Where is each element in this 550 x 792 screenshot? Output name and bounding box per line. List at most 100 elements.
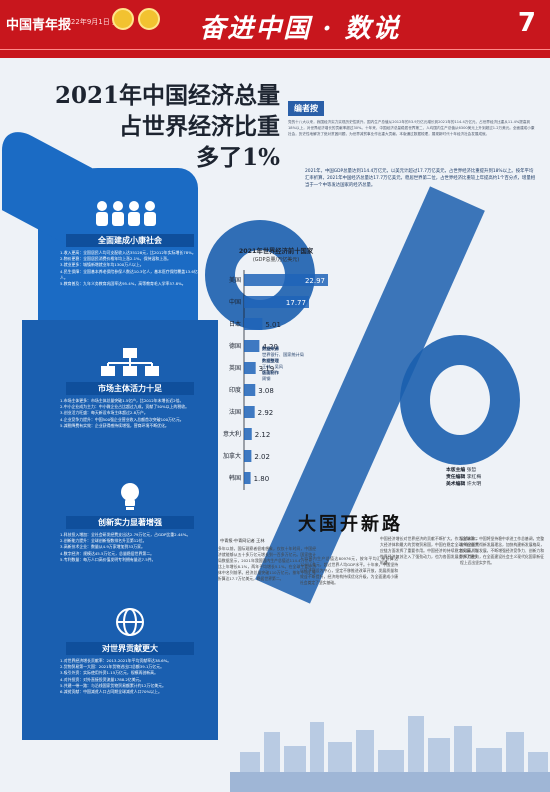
section-item: 2.中小企业成为主力：中小微企业占比超过九成，贡献了50%以上的税收。 xyxy=(60,404,190,410)
globe-icon xyxy=(60,604,200,640)
value-label: 22.97 xyxy=(305,277,325,285)
gdp-note: 2021年，中国GDP总量达到114.4万亿元，以美元计超过17.7万亿美元，占… xyxy=(305,169,536,188)
section-title: 创新实力显著增强 xyxy=(66,516,194,529)
section-item: 5.共建一带一路：与沿线国家货物贸易额累计约12万亿美元。 xyxy=(60,682,166,688)
section-market: 市场主体活力十足 1.市场主体更多：市场主体总量突破1.5亿户，比2012年末增… xyxy=(60,344,200,429)
value-label: 3.08 xyxy=(258,387,274,395)
category-label: 印度 xyxy=(229,386,241,394)
section-item: 1.市场主体更多：市场主体总量突破1.5亿户，比2012年末增长近2倍。 xyxy=(60,398,184,403)
gdp-bar-chart: 2021年世界经济前十国家 (GDP总量/万亿美元) 美国 22.97 中国 17.7… xyxy=(216,248,336,498)
category-label: 中国 xyxy=(229,298,241,306)
section-items: 1.科技投入增加：全社会研发经费支出达2.79万亿元，占GDP比重2.44%。 2… xyxy=(60,532,200,563)
value-label: 2.12 xyxy=(255,431,271,439)
article-column-4: 展望未来，中国将坚持稳中求进工作总基调，完整准确全面贯彻新发展理念，加快构建新发… xyxy=(460,536,544,566)
value-label: 2.02 xyxy=(254,453,270,461)
badge-icon xyxy=(138,8,160,30)
section-item: 1.科技投入增加：全社会研发经费支出达2.79万亿元，占GDP比重2.44%。 xyxy=(60,532,191,537)
chart-sources: 数据来源 世界银行、国家统计局 数据整理 王林、吴风 版面制作 周钢 xyxy=(262,346,332,382)
chart-plot: 美国 22.97 中国 17.77 日本 5.01 德国 4.20 英国 3.19 印度 3.08 法国… xyxy=(223,270,328,490)
bar-日本 xyxy=(244,318,263,330)
headline-line-1: 2021年中国经济总量 xyxy=(54,82,280,109)
section-title: 对世界贡献更大 xyxy=(66,642,194,655)
article-column-3: 中国经济增长对世界经济的贡献不断扩大。作为全球第二大经济体和最大的货物贸易国，中… xyxy=(380,536,478,566)
category-label: 意大利 xyxy=(223,430,241,438)
editor-note-tag: 编者按 xyxy=(288,101,324,116)
section-item: 4.民生保障：全国基本养老保险参保人数达10.3亿人，基本医疗保险覆盖13.6亿… xyxy=(60,268,198,280)
section-item: 3.高新技术企业：数量从4.9万家增加到33万家。 xyxy=(60,544,145,550)
section-world: 对世界贡献更大 1.对世界经济增长贡献率：2013-2021年平均贡献率达38.… xyxy=(60,604,200,695)
source-line: 数据整理 王林、吴风 xyxy=(262,358,283,369)
headline-line-3: 多了1% xyxy=(196,144,280,171)
article-column-2: 人均国内生产总值达80976元，按年平均汇率折算达12551美元，超过世界人均G… xyxy=(300,556,398,586)
article-title: 大国开新路 xyxy=(298,514,403,535)
category-label: 美国 xyxy=(229,276,241,284)
section-items: 1.市场主体更多：市场主体总量突破1.5亿户，比2012年末增长近2倍。 2.中小… xyxy=(60,398,200,429)
section-item: 1.对世界经济增长贡献率：2013-2021年平均贡献率达38.6%。 xyxy=(60,658,172,663)
value-label: 1.80 xyxy=(254,475,270,483)
source-line: 版面制作 周钢 xyxy=(262,370,279,381)
section-item: 5.教育普及：九年义务教育巩固率达95.4%，高等教育毛入学率57.8%。 xyxy=(60,281,186,287)
section-items: 1.收入更高：全国居民人均可支配收入达35128元，比2012年实际增长78%。… xyxy=(60,250,200,287)
idea-bulb-icon xyxy=(60,478,200,514)
section-item: 4.数字经济：规模达45.5万亿元，总量稳居世界第二。 xyxy=(60,550,155,556)
value-label: 2.92 xyxy=(258,409,274,417)
bar-韩国 xyxy=(244,472,251,484)
article-byline: 中青报·中青网记者 王林 xyxy=(220,538,265,543)
bar-德国 xyxy=(244,340,260,352)
value-label: 5.01 xyxy=(265,321,281,329)
section-item: 5.减税降费有实效：企业获得感持续增强，营商环境不断优化。 xyxy=(60,422,169,428)
section-title: 市场主体活力十足 xyxy=(66,382,194,395)
section-item: 2.货物贸易第一大国：2021年货物进出口总额39.1万亿元。 xyxy=(60,664,164,670)
headline-line-2: 占世界经济比重 xyxy=(119,113,280,140)
bar-加拿大 xyxy=(244,450,252,462)
value-label: 3.19 xyxy=(259,365,275,373)
bar-美国 xyxy=(244,274,328,286)
section-item: 3.就业更多：城镇新增就业年均1300万人以上。 xyxy=(60,262,144,268)
bar-意大利 xyxy=(244,428,252,440)
section-innovation: 创新实力显著增强 1.科技投入增加：全社会研发经费支出达2.79万亿元，占GDP… xyxy=(60,478,200,563)
section-item: 4.企业竞争力提升：中国500强企业营业收入总额首次突破100万亿元。 xyxy=(60,416,184,422)
section-xiaokang: 全面建成小康社会 1.收入更高：全国居民人均可支配收入达35128元，比2012… xyxy=(60,196,200,287)
bar-法国 xyxy=(244,406,255,418)
source-line: 数据来源 世界银行、国家统计局 xyxy=(262,346,304,357)
category-label: 日本 xyxy=(229,320,241,328)
section-item: 2.物价更稳：全国居民消费价格年均上涨2.1%，保持温和上涨。 xyxy=(60,256,171,262)
page-credits: 本版主编 张哲 责任编辑 李红梅 美术编辑 许大明 xyxy=(446,468,482,487)
category-label: 法国 xyxy=(229,408,241,416)
page-number: 7 xyxy=(517,8,536,38)
chart-subtitle: (GDP总量/万亿美元) xyxy=(252,257,300,263)
article-column-1: 多年以前，国际观察者很难想象，仅仅十年时间，中国经济就能够从五十多万亿元增长到一… xyxy=(218,546,316,582)
category-label: 德国 xyxy=(229,342,241,350)
bar-印度 xyxy=(244,384,256,396)
section-item: 5.专利数量：每万人口高价值发明专利拥有量达7.5件。 xyxy=(60,556,156,562)
section-item: 3.创业活力旺盛：每天新设市场主体超过2.8万户。 xyxy=(60,410,148,416)
value-label: 4.20 xyxy=(262,343,278,351)
section-items: 1.对世界经济增长贡献率：2013-2021年平均贡献率达38.6%。 2.货物贸… xyxy=(60,658,200,695)
section-item: 6.减贫贡献：中国减贫人口占同期全球减贫人口70%以上。 xyxy=(60,689,162,695)
bar-中国 xyxy=(244,296,309,308)
category-label: 加拿大 xyxy=(223,452,241,460)
value-label: 17.77 xyxy=(286,299,306,307)
chart-title: 2021年世界经济前十国家 xyxy=(238,248,314,255)
category-label: 韩国 xyxy=(229,474,241,482)
bar-英国 xyxy=(244,362,256,374)
percent-circle-lower-graphic xyxy=(400,335,520,465)
org-chart-icon xyxy=(60,344,200,380)
category-label: 英国 xyxy=(229,364,241,372)
section-item: 1.收入更高：全国居民人均可支配收入达35128元，比2012年实际增长78%。 xyxy=(60,250,196,255)
header-divider xyxy=(0,49,550,50)
page-title: 奋进中国 · 数说 xyxy=(199,14,401,44)
editor-note-text: 党的十八大以来，我国经济实力实现历史性跃升。国内生产总值从2012年的53.9万… xyxy=(288,120,535,136)
issue-date: 2022年9月1日 星期四 xyxy=(62,18,133,26)
headline: 2021年中国经济总量 占世界经济比重 多了1% xyxy=(40,80,280,173)
section-title: 全面建成小康社会 xyxy=(66,234,194,247)
newspaper-logo: 中国青年报 xyxy=(6,18,72,33)
editor-note: 编者按 党的十八大以来，我国经济实力实现历史性跃升。国内生产总值从2012年的5… xyxy=(288,96,538,154)
section-item: 2.创新能力提升：全球创新指数排名升至第12位。 xyxy=(60,538,147,544)
section-item: 3.吸引外资：实际使用外资1.15万亿元，规模再创新高。 xyxy=(60,670,158,676)
people-group-icon xyxy=(60,196,200,232)
emblem-icon xyxy=(112,8,134,30)
section-item: 4.对外投资：对外直接投资流量1788.2亿美元。 xyxy=(60,676,144,682)
skyline-illustration xyxy=(230,716,550,792)
